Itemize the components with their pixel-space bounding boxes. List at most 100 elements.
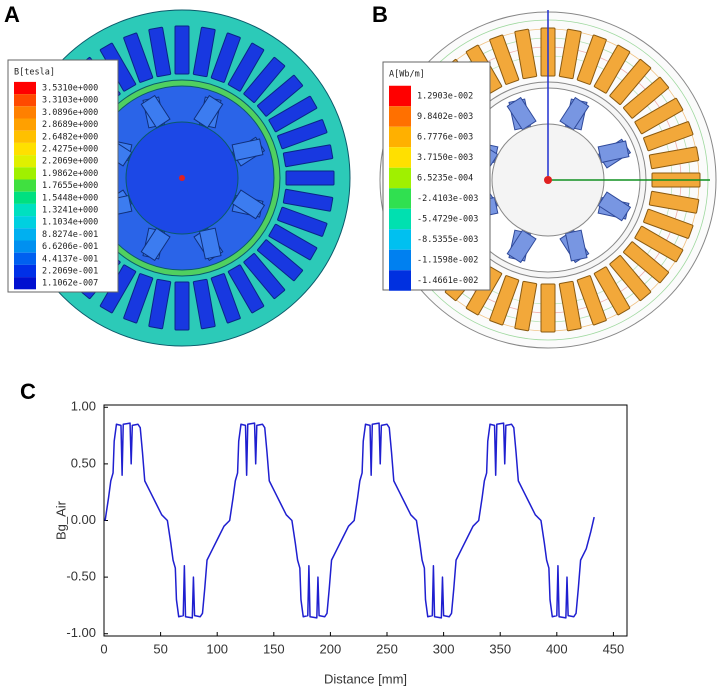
- stator-slot: [593, 266, 631, 316]
- legend-label: 3.5310e+000: [42, 84, 98, 94]
- stator-slot: [634, 225, 684, 263]
- legend-label: -1.1598e-002: [417, 256, 478, 266]
- legend-label: -8.5355e-003: [417, 235, 478, 245]
- stator-slot: [514, 28, 538, 80]
- stator-slot: [257, 239, 304, 282]
- stator-slot: [648, 190, 700, 214]
- legend-label: -2.4103e-003: [417, 194, 478, 204]
- legend-label: 1.1034e+000: [42, 218, 98, 228]
- panel-label: A: [4, 2, 20, 27]
- stator-slot: [285, 170, 335, 186]
- legend-swatch: [389, 188, 411, 209]
- legend-swatch: [389, 167, 411, 189]
- plot-area: [103, 404, 628, 637]
- stator-slot: [268, 95, 318, 133]
- legend-swatch: [14, 155, 36, 168]
- stator-slot: [282, 144, 334, 168]
- stator-slot: [593, 44, 631, 94]
- stator-slot: [576, 275, 607, 326]
- legend-label: 3.0896e+000: [42, 108, 98, 118]
- stator-slot: [123, 273, 154, 324]
- legend-swatch: [389, 106, 411, 127]
- magnet: [597, 191, 632, 222]
- x-tick-label: 100: [206, 641, 228, 656]
- legend-label: -1.4661e-002: [417, 276, 478, 286]
- stator-slot: [609, 58, 652, 105]
- stator-slot: [623, 76, 670, 119]
- legend-label: 1.9862e+000: [42, 169, 98, 179]
- legend-swatch: [14, 118, 36, 131]
- center-mark: [179, 175, 185, 181]
- stator-slot: [277, 119, 328, 150]
- legend-label: 2.8689e+000: [42, 120, 98, 130]
- panel-label: B: [372, 2, 388, 27]
- legend-swatch: [389, 270, 411, 291]
- legend-label: -5.4729e-003: [417, 215, 478, 225]
- origin: [544, 176, 552, 184]
- stator-slot: [576, 34, 607, 85]
- x-tick-label: 300: [433, 641, 455, 656]
- stator-slot: [514, 280, 538, 332]
- legend-title: A[Wb/m]: [389, 70, 425, 80]
- stator-slot: [489, 34, 520, 85]
- legend-swatch: [14, 277, 36, 290]
- legend-swatch: [14, 179, 36, 192]
- x-tick-label: 150: [263, 641, 285, 656]
- stator-slot: [210, 273, 241, 324]
- stator-slot: [648, 146, 700, 170]
- legend-label: 2.2069e+000: [42, 157, 98, 167]
- legend-label: 6.6206e-001: [42, 242, 98, 252]
- legend-label: 6.5235e-004: [417, 174, 473, 184]
- magnet: [193, 94, 224, 129]
- legend-label: 1.7655e+000: [42, 181, 98, 191]
- legend-swatch: [14, 216, 36, 229]
- legend-swatch: [389, 229, 411, 250]
- x-tick-label: 400: [546, 641, 568, 656]
- y-tick-label: -1.00: [66, 625, 96, 640]
- stator-slot: [489, 275, 520, 326]
- magnet: [198, 227, 222, 260]
- legend-title: B[tesla]: [14, 68, 55, 78]
- magnet: [231, 189, 266, 220]
- magnet: [140, 227, 171, 262]
- legend-swatch: [389, 249, 411, 271]
- stator-slot: [282, 188, 334, 212]
- stator-slot: [243, 56, 286, 103]
- data-line: [104, 422, 595, 619]
- stator-slot: [148, 26, 172, 78]
- legend-swatch: [14, 264, 36, 278]
- legend-swatch: [14, 94, 36, 107]
- stator-slot: [148, 278, 172, 330]
- legend-swatch: [389, 147, 411, 168]
- x-tick-label: 450: [603, 641, 625, 656]
- stator-slot: [643, 208, 694, 239]
- stator-slot: [257, 74, 304, 117]
- legend-label: 1.2903e-002: [417, 92, 473, 102]
- stator-slot: [227, 42, 265, 92]
- legend-swatch: [14, 191, 36, 204]
- legend-swatch: [389, 208, 411, 230]
- x-axis-label: Distance [mm]: [324, 671, 407, 686]
- legend-label: 2.6482e+000: [42, 132, 98, 142]
- magnet: [559, 96, 590, 131]
- legend-label: 3.7150e-003: [417, 153, 473, 163]
- magnet: [140, 94, 171, 129]
- stator-slot: [643, 121, 694, 152]
- stator-slot: [558, 28, 582, 80]
- stator-slot: [174, 281, 190, 331]
- stator-slot: [609, 255, 652, 302]
- legend-label: 9.8402e-003: [417, 112, 473, 122]
- y-tick-label: -0.50: [66, 569, 96, 584]
- legend-label: 3.3103e+000: [42, 96, 98, 106]
- magnet: [506, 229, 537, 264]
- stator-slot: [227, 264, 265, 314]
- stator-slot: [174, 25, 190, 75]
- legend-label: 4.4137e-001: [42, 254, 98, 264]
- legend-swatch: [14, 240, 36, 253]
- legend-swatch: [14, 203, 36, 217]
- legend-label: 8.8274e-001: [42, 230, 98, 240]
- stator-slot: [277, 206, 328, 237]
- stator-slot: [634, 97, 684, 135]
- y-axis-label: Bg_Air: [53, 500, 68, 540]
